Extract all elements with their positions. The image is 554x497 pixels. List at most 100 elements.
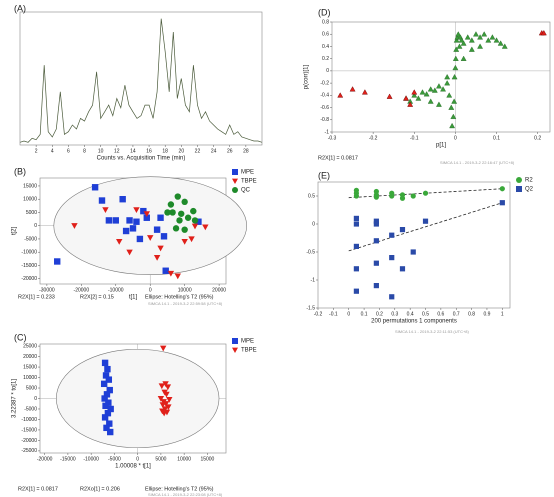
x-tick-label: -10000 <box>83 456 99 462</box>
data-point <box>453 46 460 52</box>
y-tick-label: -0.4 <box>320 93 329 99</box>
y-tick-label: -0.6 <box>320 105 329 111</box>
data-point <box>100 380 108 388</box>
data-point <box>102 402 109 410</box>
data-point <box>460 55 467 61</box>
x-tick-label: 0.4 <box>407 311 414 317</box>
data-point <box>493 37 500 43</box>
legend-swatch <box>232 169 238 175</box>
y-tick-label: -0.2 <box>320 80 329 86</box>
data-point <box>353 215 359 221</box>
data-point <box>499 200 505 206</box>
data-point <box>166 396 173 403</box>
data-point <box>337 92 344 98</box>
data-point <box>163 391 170 398</box>
data-point <box>497 40 504 46</box>
data-point <box>399 195 406 201</box>
data-point <box>105 376 113 383</box>
y-tick-label: -15000 <box>21 427 37 433</box>
data-point <box>456 43 463 49</box>
x-tick-label: 10 <box>98 148 104 154</box>
data-point <box>133 218 140 225</box>
footer-text: SIMCA 14.1 - 2019-3-2 22:23:08 (UTC+8) <box>148 492 223 497</box>
data-point <box>161 406 169 413</box>
y-tick-label: -20000 <box>21 276 37 282</box>
x-tick-label: 16 <box>146 148 152 154</box>
x-tick-label: 0 <box>149 287 152 293</box>
data-point <box>453 37 460 43</box>
data-point <box>386 93 393 99</box>
x-tick-label: 0.6 <box>437 311 444 317</box>
data-point <box>499 186 505 192</box>
y-tick-label: 25000 <box>23 343 37 349</box>
data-point <box>103 424 110 432</box>
data-point <box>373 283 379 289</box>
x-tick-label: 0.8 <box>468 311 475 317</box>
data-point <box>464 34 471 40</box>
footer-text: R2X[2] = 0.15 <box>80 294 114 300</box>
data-point <box>184 214 192 221</box>
data-point <box>468 46 475 52</box>
plot-frame <box>19 11 263 146</box>
data-point <box>422 218 429 224</box>
y-tick-label: 20000 <box>23 354 37 360</box>
data-point <box>165 404 172 411</box>
data-point <box>176 217 183 224</box>
x-tick-label: 8 <box>83 148 86 154</box>
data-point <box>444 73 451 80</box>
data-point <box>160 233 168 240</box>
x-tick-label: -15000 <box>60 456 76 462</box>
legend-swatch <box>232 187 238 193</box>
x-tick-label: 22 <box>195 148 201 154</box>
data-point <box>451 73 458 80</box>
data-point <box>450 113 457 120</box>
data-point <box>202 224 209 231</box>
y-tick-label: 0.6 <box>322 32 329 38</box>
x-tick-label: 1 <box>501 311 504 317</box>
legend-swatch <box>232 178 238 184</box>
data-point <box>106 420 113 427</box>
x-tick-label: 0 <box>136 456 139 462</box>
data-point <box>195 218 202 225</box>
data-point <box>188 236 195 243</box>
data-point <box>373 218 379 224</box>
y-tick-label: 5000 <box>26 385 37 391</box>
data-point <box>353 187 359 193</box>
data-point <box>399 227 406 233</box>
x-axis-label: 200 permutations 1 components <box>371 319 457 325</box>
data-point <box>415 95 422 101</box>
data-point <box>455 31 462 37</box>
data-point <box>353 193 359 199</box>
data-point <box>458 37 465 43</box>
x-tick-label: -30000 <box>39 287 55 293</box>
data-point <box>353 243 359 249</box>
footer-text: R2Xo[1] = 0.206 <box>80 486 120 492</box>
y-tick-label: 15000 <box>23 364 37 370</box>
y-tick-label: 10000 <box>23 197 37 203</box>
data-point <box>159 402 166 408</box>
data-point <box>389 193 395 199</box>
data-point <box>361 89 368 95</box>
x-tick-label: 24 <box>211 148 217 154</box>
x-tick-label: 0.1 <box>361 311 368 317</box>
data-point <box>102 372 110 379</box>
data-point <box>181 226 188 233</box>
y-tick-label: -1 <box>325 129 330 135</box>
data-point <box>101 414 109 421</box>
data-point <box>98 197 106 204</box>
footer-text: SIMCA 14.1 - 2019-3-2 22:11:53 (UTC+8) <box>395 329 470 334</box>
data-point <box>178 210 185 217</box>
x-axis-label: t[1] <box>129 295 138 301</box>
panel-label: (E) <box>318 170 330 180</box>
data-point <box>102 207 109 213</box>
data-point <box>448 104 455 110</box>
x-tick-label: 0.5 <box>422 311 429 317</box>
data-point <box>101 395 108 402</box>
data-point <box>54 258 61 265</box>
data-point <box>431 87 438 93</box>
x-tick-label: 12 <box>114 148 120 154</box>
footer-text: R2X[1] = 0.233 <box>18 294 55 300</box>
data-point <box>133 207 140 213</box>
panel-label: (A) <box>14 3 26 13</box>
data-point <box>181 239 188 245</box>
